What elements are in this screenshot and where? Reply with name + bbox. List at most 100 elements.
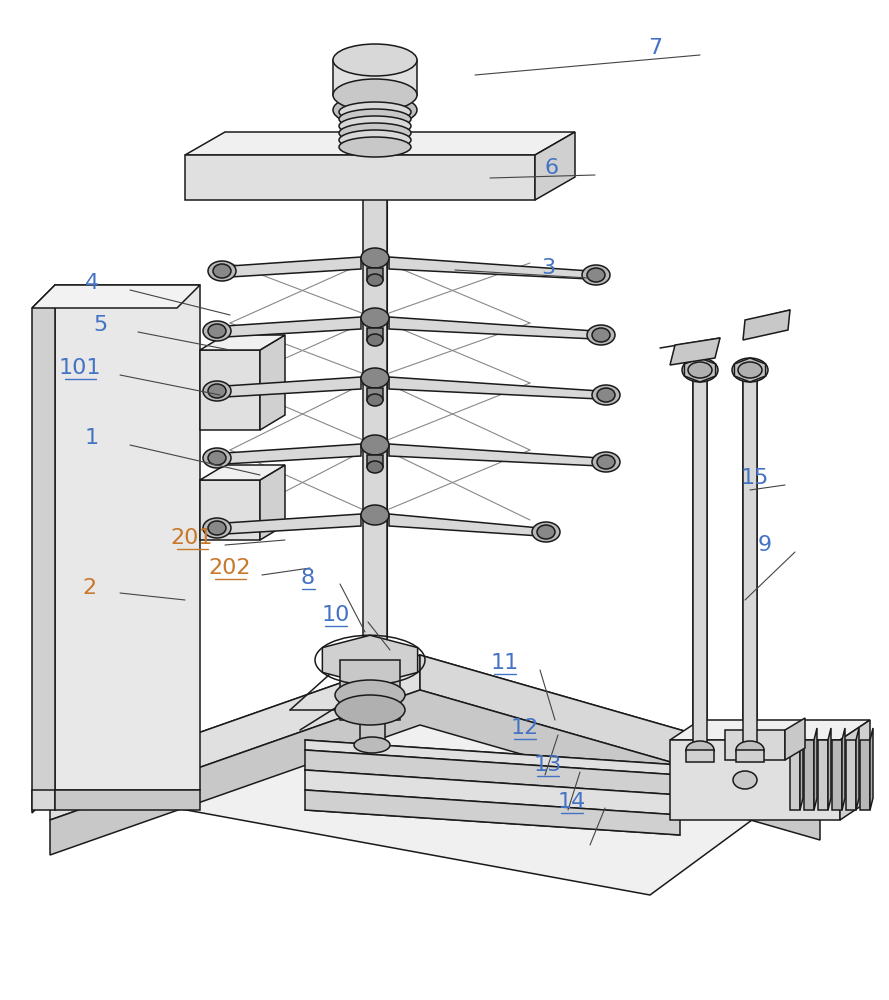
Polygon shape <box>185 132 575 155</box>
Polygon shape <box>50 690 820 855</box>
Text: 10: 10 <box>322 605 350 625</box>
Ellipse shape <box>339 102 411 122</box>
Polygon shape <box>32 790 55 810</box>
Polygon shape <box>363 155 387 680</box>
Ellipse shape <box>333 79 417 111</box>
Polygon shape <box>305 750 680 795</box>
Polygon shape <box>670 720 870 740</box>
Polygon shape <box>323 635 418 685</box>
Polygon shape <box>804 740 814 810</box>
Polygon shape <box>225 514 361 534</box>
Ellipse shape <box>733 771 757 789</box>
Polygon shape <box>535 132 575 200</box>
Polygon shape <box>846 740 856 810</box>
Polygon shape <box>333 60 417 95</box>
Ellipse shape <box>361 435 389 455</box>
Polygon shape <box>743 380 757 750</box>
Polygon shape <box>840 720 870 820</box>
Ellipse shape <box>361 248 389 268</box>
Ellipse shape <box>367 334 383 346</box>
Polygon shape <box>50 655 820 895</box>
Text: 202: 202 <box>209 558 252 578</box>
Polygon shape <box>725 730 785 760</box>
Polygon shape <box>340 660 400 695</box>
Ellipse shape <box>587 268 605 282</box>
Text: 7: 7 <box>648 38 662 58</box>
Polygon shape <box>389 317 595 339</box>
Polygon shape <box>389 257 590 279</box>
Polygon shape <box>230 257 361 277</box>
Ellipse shape <box>537 525 555 539</box>
Ellipse shape <box>367 461 383 473</box>
Polygon shape <box>32 285 55 813</box>
Polygon shape <box>225 444 361 464</box>
Ellipse shape <box>335 680 405 710</box>
Ellipse shape <box>354 737 390 753</box>
Polygon shape <box>670 338 720 365</box>
Text: 2: 2 <box>82 578 96 598</box>
Text: 15: 15 <box>741 468 769 488</box>
Polygon shape <box>800 728 803 810</box>
Polygon shape <box>200 350 260 430</box>
Text: 101: 101 <box>59 358 101 378</box>
Polygon shape <box>832 740 842 810</box>
Polygon shape <box>790 740 800 810</box>
Polygon shape <box>856 728 859 810</box>
Text: 5: 5 <box>92 315 108 335</box>
Polygon shape <box>389 377 600 399</box>
Polygon shape <box>360 720 385 745</box>
Text: 11: 11 <box>491 653 519 673</box>
Ellipse shape <box>367 274 383 286</box>
Text: 6: 6 <box>545 158 559 178</box>
Polygon shape <box>305 790 680 835</box>
Ellipse shape <box>208 324 226 338</box>
Text: 4: 4 <box>85 273 99 293</box>
Ellipse shape <box>367 394 383 406</box>
Polygon shape <box>200 465 285 480</box>
Polygon shape <box>225 377 361 397</box>
Ellipse shape <box>203 381 231 401</box>
Polygon shape <box>305 770 680 815</box>
Text: 9: 9 <box>758 535 772 555</box>
Ellipse shape <box>339 109 411 129</box>
Ellipse shape <box>339 116 411 136</box>
Ellipse shape <box>361 368 389 388</box>
Polygon shape <box>870 728 873 810</box>
Ellipse shape <box>592 452 620 472</box>
Polygon shape <box>55 285 200 790</box>
Polygon shape <box>367 455 383 467</box>
Polygon shape <box>185 155 535 200</box>
Text: 1: 1 <box>85 428 99 448</box>
Polygon shape <box>260 335 285 430</box>
Ellipse shape <box>597 388 615 402</box>
Ellipse shape <box>582 265 610 285</box>
Ellipse shape <box>688 362 712 378</box>
Ellipse shape <box>333 44 417 76</box>
Text: 12: 12 <box>511 718 539 738</box>
Ellipse shape <box>339 130 411 150</box>
Polygon shape <box>743 310 790 340</box>
Ellipse shape <box>208 521 226 535</box>
Polygon shape <box>200 335 285 350</box>
Polygon shape <box>693 380 707 750</box>
Polygon shape <box>367 388 383 400</box>
Polygon shape <box>389 514 540 536</box>
Ellipse shape <box>203 448 231 468</box>
Polygon shape <box>734 358 765 382</box>
Ellipse shape <box>208 384 226 398</box>
Ellipse shape <box>682 358 718 382</box>
Text: 14: 14 <box>558 792 586 812</box>
Polygon shape <box>686 750 714 762</box>
Ellipse shape <box>732 358 768 382</box>
Polygon shape <box>785 718 805 760</box>
Polygon shape <box>55 790 200 810</box>
Ellipse shape <box>532 522 560 542</box>
Ellipse shape <box>361 308 389 328</box>
Ellipse shape <box>736 741 764 759</box>
Polygon shape <box>305 740 680 775</box>
Ellipse shape <box>339 137 411 157</box>
Ellipse shape <box>333 94 417 126</box>
Ellipse shape <box>587 325 615 345</box>
Text: 3: 3 <box>541 258 555 278</box>
Ellipse shape <box>597 455 615 469</box>
